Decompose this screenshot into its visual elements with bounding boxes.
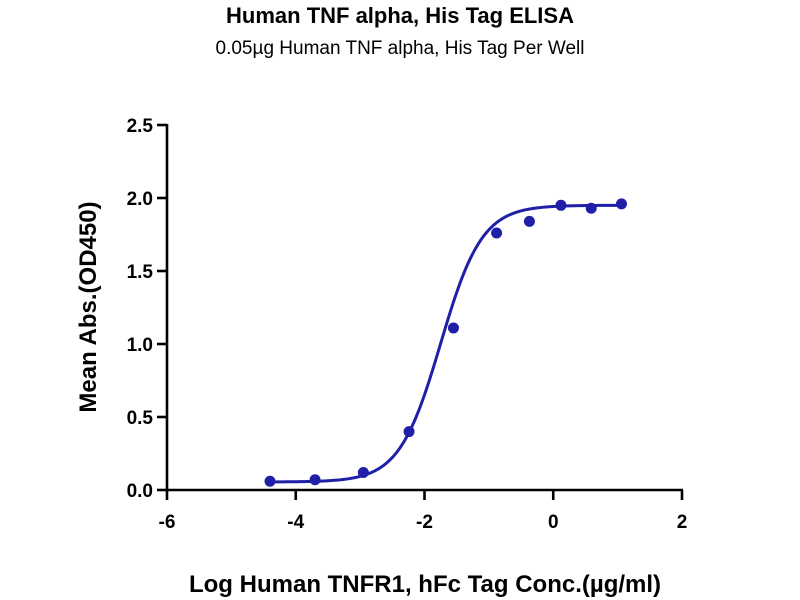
data-point	[523, 215, 535, 227]
data-point	[555, 199, 567, 211]
x-tick-label: 0	[548, 512, 559, 533]
data-point	[403, 426, 415, 438]
chart-subtitle: 0.05µg Human TNF alpha, His Tag Per Well	[215, 38, 585, 59]
y-tick-label: 2.0	[127, 189, 153, 210]
axes: 0.0 0.5 1.0 1.5 2.0 2.5 -6 -4 -2 0 2	[127, 116, 688, 533]
y-tick-label: 0.0	[127, 481, 153, 502]
data-point	[615, 198, 627, 210]
y-axis-title: Mean Abs.(OD450)	[75, 201, 102, 412]
data-point	[447, 322, 459, 334]
x-axis-title: Log Human TNFR1, hFc Tag Conc.(µg/ml)	[189, 571, 661, 598]
data-point	[585, 202, 597, 214]
y-tick-label: 1.5	[127, 262, 154, 283]
x-tick-label: -2	[416, 512, 433, 533]
chart-title: Human TNF alpha, His Tag ELISA	[226, 3, 574, 28]
x-tick-label: -6	[159, 512, 176, 533]
data-points-layer	[264, 198, 627, 487]
data-point	[491, 227, 503, 239]
data-point	[309, 474, 321, 486]
fit-curve-layer	[269, 203, 622, 484]
y-tick-label: 1.0	[127, 335, 153, 356]
y-tick-label: 2.5	[127, 116, 154, 137]
data-point	[357, 466, 369, 478]
fit-curve	[269, 203, 622, 484]
data-point	[264, 475, 276, 487]
x-tick-label: 2	[677, 512, 688, 533]
y-tick-label: 0.5	[127, 408, 154, 429]
x-tick-label: -4	[287, 512, 304, 533]
